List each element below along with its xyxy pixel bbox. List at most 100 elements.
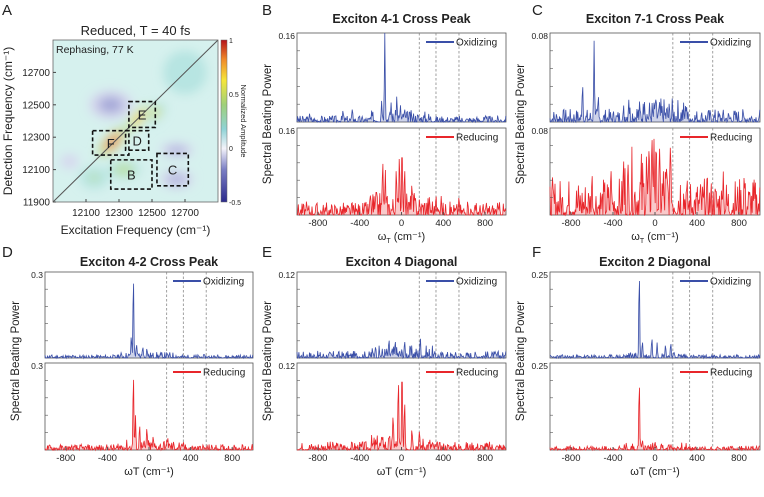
y-tick-label: 11900 <box>23 198 51 209</box>
x-tick-label: 0 <box>652 453 657 464</box>
x-tick-label: -800 <box>561 453 580 464</box>
subplot-oxidizing: 0.25 Oxidizing <box>531 270 761 360</box>
heatmap-feature <box>171 176 183 183</box>
y-tick-label: 0.16 <box>278 31 295 41</box>
x-axis-label: ωT (cm⁻¹) <box>377 466 427 478</box>
x-tick-label: 0 <box>146 453 151 464</box>
spectrum-line <box>549 138 761 217</box>
spectrum-line <box>296 338 507 360</box>
subplot-oxidizing: 0.16 Oxidizing <box>278 31 507 124</box>
spectrum-line <box>549 40 761 124</box>
plot-frame <box>549 271 761 359</box>
y-axis-label: Spectral Beating Power <box>515 64 527 184</box>
x-tick-label: 12700 <box>171 208 199 219</box>
plot-frame <box>549 362 761 451</box>
spectrum-line <box>296 32 507 124</box>
x-axis-label: ωT (cm⁻¹) <box>378 231 425 245</box>
region-label: E <box>138 108 147 123</box>
subplot-oxidizing: 0.08 Oxidizing <box>531 31 761 124</box>
y-tick-label: 0.12 <box>278 270 295 280</box>
y-tick-label: 0.12 <box>278 361 295 371</box>
x-tick-label: -800 <box>308 218 327 229</box>
y-tick-label: 0.08 <box>531 31 548 41</box>
legend-label: Oxidizing <box>203 277 244 288</box>
panel-letter: D <box>2 244 13 261</box>
legend-label: Oxidizing <box>710 277 751 288</box>
y-axis-label: Spectral Beating Power <box>10 301 22 421</box>
heatmap-feature <box>107 136 118 148</box>
spectrum-line <box>296 381 507 452</box>
y-tick-label: 0.3 <box>31 270 43 280</box>
panel-letter: C <box>532 2 543 19</box>
x-tick-label: 0 <box>399 218 404 229</box>
heatmap-feature <box>118 166 130 173</box>
subplot-reducing: 0.25 Reducing <box>531 361 761 452</box>
legend-label: Reducing <box>456 133 498 144</box>
panel-e: Exciton 4 Diagonal 0.12 Oxidizing 0.12 Reduc… <box>262 255 507 478</box>
legend-label: Oxidizing <box>710 38 751 49</box>
heatmap <box>53 40 218 202</box>
x-axis-label: ωT (cm⁻¹) <box>631 231 678 245</box>
x-tick-label: -800 <box>561 218 580 229</box>
subplot-reducing: 0.08 Reducing <box>531 126 761 217</box>
plot-frame <box>296 32 507 123</box>
x-tick-label: -400 <box>350 218 369 229</box>
y-tick-label: 0.08 <box>531 126 548 136</box>
plot-frame <box>44 271 254 359</box>
y-tick-label: 0.25 <box>531 361 548 371</box>
x-tick-label: 400 <box>689 218 705 229</box>
x-tick-label: -800 <box>308 453 327 464</box>
colorbar-label: Normalized Amplitude <box>239 85 248 158</box>
region-box-E <box>128 100 157 129</box>
heatmap-feature <box>66 158 73 165</box>
y-tick-label: 12500 <box>22 100 50 111</box>
region-box-D <box>124 129 150 151</box>
y-tick-label: 12700 <box>22 68 50 79</box>
panel-letter: A <box>2 2 12 19</box>
panel-letter: E <box>262 244 272 261</box>
x-tick-label: 12100 <box>72 208 100 219</box>
colorbar-tick-label: 1 <box>229 38 233 45</box>
panel-title: Exciton 4-2 Cross Peak <box>80 255 218 269</box>
heatmap-feature <box>103 99 119 110</box>
y-tick-label: 0.25 <box>531 270 548 280</box>
panel-b: Exciton 4-1 Cross Peak 0.16 Oxidizing 0.16 R… <box>262 12 507 245</box>
x-tick-label: 400 <box>435 218 451 229</box>
panel-title: Exciton 2 Diagonal <box>599 255 711 269</box>
x-tick-label: 800 <box>731 218 747 229</box>
legend-label: Reducing <box>456 368 498 379</box>
x-tick-label: 12500 <box>138 208 166 219</box>
x-tick-label: 800 <box>224 453 240 464</box>
panel-letter: F <box>532 244 541 261</box>
y-tick-label: 12300 <box>22 133 50 144</box>
legend-label: Oxidizing <box>456 38 497 49</box>
panel-c: Exciton 7-1 Cross Peak 0.08 Oxidizing 0.08 R… <box>515 12 761 245</box>
panel-title: Exciton 7-1 Cross Peak <box>586 12 724 26</box>
y-tick-label: 12100 <box>22 165 50 176</box>
spectrum-line <box>44 379 254 452</box>
x-tick-label: 800 <box>477 453 493 464</box>
x-axis-label: ωT (cm⁻¹) <box>630 466 680 478</box>
heatmap-feature <box>171 147 183 153</box>
y-tick-label: 0.16 <box>278 126 295 136</box>
colorbar <box>220 39 228 203</box>
x-tick-label: 400 <box>435 453 451 464</box>
colorbar-tick-label: 0.5 <box>229 92 239 99</box>
panel-a-title: Reduced, T = 40 fs <box>81 23 191 38</box>
legend-label: Reducing <box>710 133 752 144</box>
diagonal-line <box>53 40 218 202</box>
colorbar-tick-label: 0 <box>229 146 233 153</box>
heatmap-feature <box>151 109 159 117</box>
x-tick-label: -400 <box>98 453 117 464</box>
x-tick-label: -800 <box>56 453 75 464</box>
x-tick-label: 12300 <box>105 208 133 219</box>
colorbar-tick-label: -0.5 <box>229 200 241 207</box>
panel-f: Exciton 2 Diagonal 0.25 Oxidizing 0.25 Reduc… <box>515 255 761 478</box>
panel-a-annotation: Rephasing, 77 K <box>56 44 134 56</box>
x-tick-label: -400 <box>350 453 369 464</box>
y-tick-label: 0.3 <box>31 361 43 371</box>
x-tick-label: 400 <box>689 453 705 464</box>
legend-label: Reducing <box>203 368 245 379</box>
